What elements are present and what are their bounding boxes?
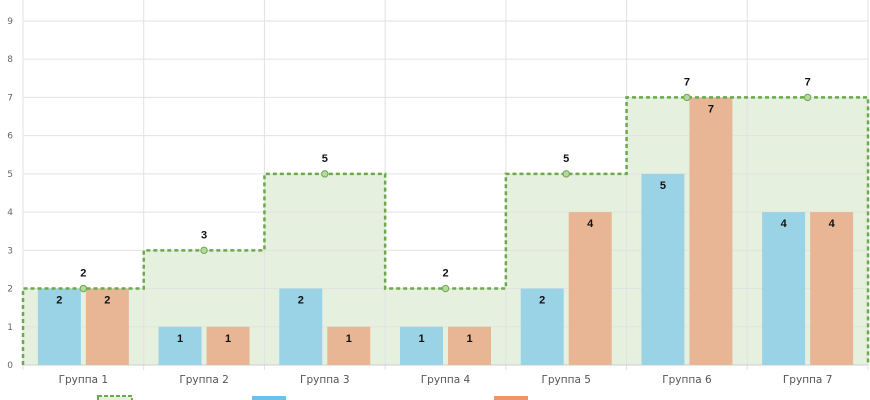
legend-swatch-3 (494, 396, 528, 400)
bar-series-2-value-label: 1 (225, 333, 231, 345)
step-point (803, 93, 812, 102)
bar-series-2 (327, 326, 371, 365)
step-area-fill (23, 97, 868, 365)
step-value-label: 2 (80, 268, 86, 280)
bar-series-2-value-label: 7 (708, 103, 714, 115)
bar-series-2 (568, 212, 612, 365)
x-tick-label: Группа 5 (541, 374, 590, 386)
x-tick-label: Группа 7 (783, 374, 832, 386)
y-tick-label: 2 (7, 285, 13, 295)
x-tick-label: Группа 4 (421, 374, 471, 386)
step-point (683, 93, 691, 102)
step-line (21, 96, 870, 365)
y-tick-label: 4 (7, 208, 13, 218)
bar-series-2 (85, 288, 129, 365)
step-point (79, 284, 88, 293)
y-tick-label: 9 (7, 17, 13, 27)
y-tick-label: 5 (7, 170, 13, 180)
bar-series-1-value-label: 4 (781, 218, 788, 230)
bar-series-2-value-label: 4 (587, 218, 594, 230)
x-tick-label: Группа 6 (662, 374, 712, 386)
step-value-label: 5 (563, 153, 569, 165)
bar-series-2-value-label: 1 (346, 333, 352, 345)
bar-series-1 (158, 326, 202, 365)
bar-series-1 (400, 326, 443, 365)
y-tick-label: 1 (7, 323, 13, 333)
step-point (321, 170, 329, 178)
bar-series-2 (810, 212, 854, 365)
bar-series-1-value-label: 2 (298, 295, 304, 307)
x-tick-label: Группа 1 (59, 374, 108, 386)
y-tick-label: 8 (7, 55, 13, 65)
y-tick-label: 6 (7, 132, 13, 142)
bar-series-1-value-label: 1 (177, 333, 183, 345)
bar-series-1-value-label: 2 (539, 295, 545, 307)
y-tick-label: 7 (7, 93, 13, 103)
x-tick-label: Группа 3 (300, 374, 349, 386)
bar-series-1 (37, 288, 81, 365)
bar-series-1-value-label: 5 (660, 180, 666, 192)
y-tick-label: 3 (7, 246, 13, 256)
step-point (441, 284, 450, 293)
bar-series-2 (206, 326, 250, 365)
y-tick-label: 0 (7, 361, 13, 371)
bar-series-1 (520, 288, 564, 365)
bar-series-2-value-label: 2 (104, 295, 110, 307)
step-point (200, 246, 208, 255)
bar-series-2 (689, 97, 733, 365)
step-value-label: 2 (442, 268, 448, 280)
bar-series-2 (448, 326, 491, 365)
legend-swatch-2 (252, 396, 286, 400)
bar-series-2-value-label: 1 (466, 333, 472, 345)
step-value-label: 7 (684, 76, 690, 88)
bar-series-1 (279, 288, 323, 365)
bar-series-1-value-label: 1 (418, 333, 424, 345)
x-tick-label: Группа 2 (179, 374, 228, 386)
legend-swatch-1 (97, 395, 133, 400)
bar-series-1-value-label: 2 (56, 295, 62, 307)
bar-series-1 (762, 212, 806, 365)
step-point (562, 170, 570, 178)
step-value-label: 3 (201, 229, 207, 241)
step-value-label: 7 (805, 76, 811, 88)
bar-series-2-value-label: 4 (829, 218, 836, 230)
bar-series-1 (641, 173, 685, 365)
step-value-label: 5 (322, 153, 328, 165)
